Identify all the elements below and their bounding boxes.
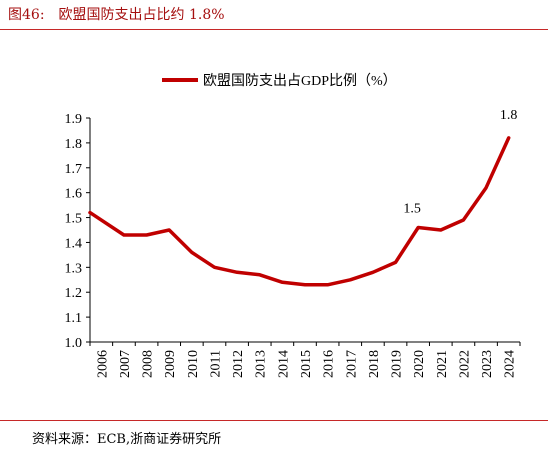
x-tick-label: 2019 xyxy=(390,350,405,378)
x-tick-label: 2013 xyxy=(254,350,269,378)
x-tick-label: 2021 xyxy=(435,350,450,378)
x-tick-label: 2011 xyxy=(208,350,223,377)
y-tick-label: 1.9 xyxy=(65,112,83,127)
data-point-2022 xyxy=(462,218,465,222)
data-point-2008 xyxy=(145,233,148,237)
source-note: 资料来源：ECB,浙商证券研究所 xyxy=(32,432,222,447)
x-axis-ticks: 2006 2007 2008 2009 2010 2011 2012 2013 2014 2015… xyxy=(89,342,521,378)
data-point-2013 xyxy=(258,273,261,276)
data-point-2023 xyxy=(484,186,488,189)
figure-title: 图46: 欧盟国防支出占比约 1.8% xyxy=(8,4,225,24)
series-points xyxy=(88,136,510,286)
x-tick-label: 2020 xyxy=(412,350,427,378)
data-point-2009 xyxy=(168,228,171,232)
x-tick-label: 2016 xyxy=(322,350,337,378)
x-tick-label: 2024 xyxy=(503,350,518,378)
data-point-2018 xyxy=(371,271,375,274)
x-tick-label: 2018 xyxy=(367,350,382,378)
data-point-2019 xyxy=(394,261,397,264)
data-point-2012 xyxy=(235,271,239,274)
y-tick-label: 1.4 xyxy=(65,236,83,251)
x-tick-label: 2014 xyxy=(276,350,291,378)
x-tick-label: 2012 xyxy=(231,350,246,378)
chart-axes xyxy=(89,118,520,343)
series-line xyxy=(88,136,511,287)
chart-legend: 欧盟国防支出占GDP比例（%） xyxy=(162,73,397,89)
data-point-2020 xyxy=(416,226,420,229)
data-annotations: 1.5 1.8 xyxy=(403,108,517,217)
bottom-divider xyxy=(0,420,548,421)
y-tick-label: 1.7 xyxy=(65,162,83,177)
data-point-2007 xyxy=(122,233,126,237)
x-tick-label: 2022 xyxy=(457,350,472,378)
y-tick-label: 1.5 xyxy=(65,212,83,227)
data-point-2016 xyxy=(326,283,329,286)
data-point-2017 xyxy=(349,278,352,281)
top-divider xyxy=(0,29,548,30)
x-tick-label: 2007 xyxy=(118,350,133,378)
legend-label: 欧盟国防支出占GDP比例（%） xyxy=(203,73,397,89)
data-point-2011 xyxy=(213,266,216,269)
data-point-2024 xyxy=(507,136,510,140)
data-point-2014 xyxy=(281,281,284,284)
data-label-2020: 1.5 xyxy=(403,202,421,217)
y-tick-label: 1.2 xyxy=(65,286,83,301)
x-tick-label: 2008 xyxy=(141,350,156,378)
x-tick-label: 2015 xyxy=(299,350,314,378)
y-tick-label: 1.1 xyxy=(65,311,83,326)
data-point-2021 xyxy=(439,228,442,232)
x-tick-label: 2023 xyxy=(480,350,495,378)
line-chart: 欧盟国防支出占GDP比例（%） 1.0 1.1 1.2 1.3 1.4 1.5 1.6 1.7… xyxy=(65,73,521,378)
data-point-2010 xyxy=(190,251,194,254)
y-tick-label: 1.3 xyxy=(65,261,83,276)
data-point-2015 xyxy=(303,283,307,286)
y-tick-label: 1.6 xyxy=(65,187,83,202)
x-tick-label: 2010 xyxy=(186,350,201,378)
x-tick-label: 2009 xyxy=(163,350,178,378)
data-point-2006 xyxy=(88,211,92,214)
data-label-2024: 1.8 xyxy=(500,108,518,123)
x-tick-label: 2006 xyxy=(95,350,110,378)
y-tick-label: 1.0 xyxy=(65,336,83,351)
y-axis-ticks: 1.0 1.1 1.2 1.3 1.4 1.5 1.6 1.7 1.8 1.9 xyxy=(65,112,90,351)
figure-title-text: 欧盟国防支出占比约 1.8% xyxy=(58,7,225,23)
figure-number: 图46: xyxy=(8,7,45,23)
x-tick-label: 2017 xyxy=(344,350,359,378)
y-tick-label: 1.8 xyxy=(65,137,83,152)
